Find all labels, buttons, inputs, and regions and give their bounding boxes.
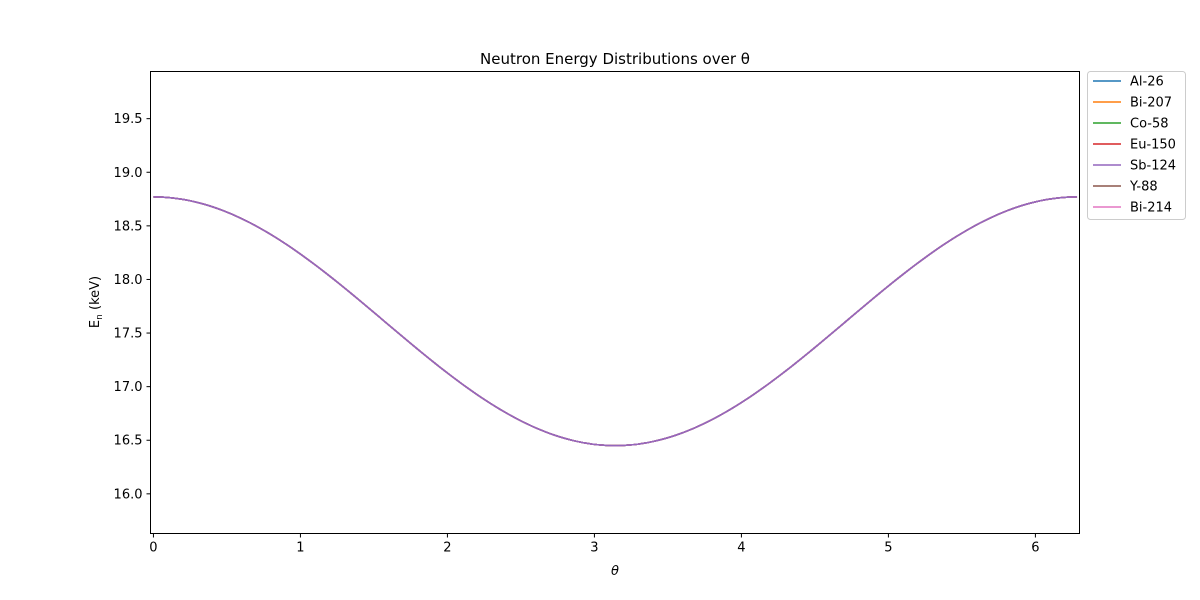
y-tick-label: 19.0 <box>114 166 143 181</box>
y-tick-label: 18.5 <box>114 219 143 234</box>
series-line-co-58 <box>153 196 1078 447</box>
y-axis-ticks: 16.0 16.5 17.0 17.5 18.0 18.5 19.0 19.5 <box>114 112 151 502</box>
x-tick-label: 2 <box>443 541 451 556</box>
y-tick-label: 17.0 <box>114 380 143 395</box>
series-line-al-26 <box>153 196 1078 447</box>
y-tick-label: 16.5 <box>114 434 143 449</box>
series-line-eu-150 <box>153 196 1078 447</box>
series-layer <box>153 196 1078 447</box>
y-axis-label-unit: (keV) <box>88 276 103 314</box>
x-tick-label: 0 <box>149 541 157 556</box>
plot-frame <box>150 71 1080 534</box>
legend-label: Eu-150 <box>1130 138 1176 153</box>
x-axis-ticks: 0 1 2 3 4 5 6 <box>149 533 1040 556</box>
series-line-bi-214 <box>153 196 1078 447</box>
x-axis-label: θ <box>611 564 619 579</box>
x-tick-label: 6 <box>1031 541 1039 556</box>
legend-label: Bi-207 <box>1130 96 1172 111</box>
legend-label: Y-88 <box>1129 180 1158 195</box>
series-line-y-88 <box>153 196 1078 447</box>
y-tick-label: 19.5 <box>114 112 143 127</box>
y-tick-label: 16.0 <box>114 487 143 502</box>
legend-label: Sb-124 <box>1130 159 1176 174</box>
x-tick-label: 5 <box>884 541 892 556</box>
legend-box <box>1087 71 1186 220</box>
legend-label: Bi-214 <box>1130 201 1172 216</box>
legend-label: Al-26 <box>1130 75 1164 90</box>
chart-title: Neutron Energy Distributions over θ <box>480 50 750 68</box>
x-tick-label: 1 <box>296 541 304 556</box>
y-tick-label: 17.5 <box>114 327 143 342</box>
y-tick-label: 18.0 <box>114 273 143 288</box>
series-line-bi-207 <box>153 196 1078 447</box>
legend-label: Co-58 <box>1130 117 1169 132</box>
y-axis-label-main: E <box>88 320 103 328</box>
legend: Al-26 Bi-207 Co-58 Eu-150 Sb-124 Y-88 Bi-214 <box>1087 71 1186 220</box>
x-tick-label: 3 <box>590 541 598 556</box>
series-line-sb-124 <box>153 196 1078 447</box>
y-axis-label: En (keV) <box>88 276 105 328</box>
x-tick-label: 4 <box>737 541 745 556</box>
series-line-overlay <box>153 196 1078 447</box>
y-axis-label-subscript: n <box>95 314 105 320</box>
